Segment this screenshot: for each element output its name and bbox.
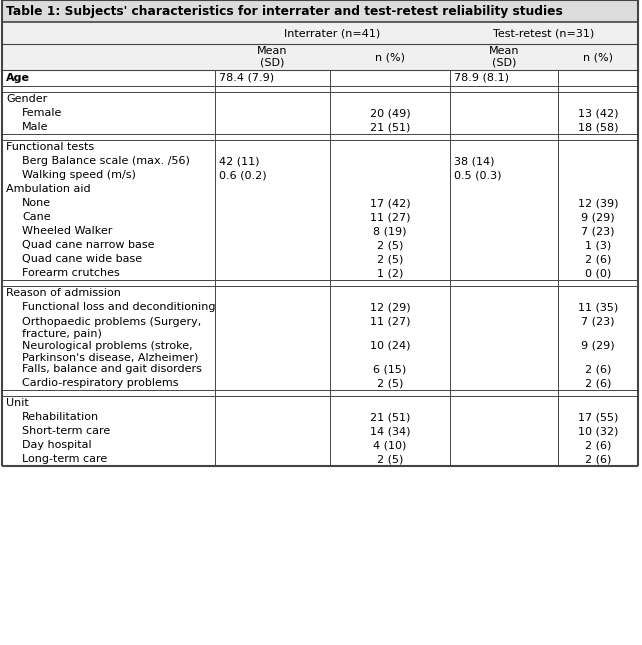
Text: 9 (29): 9 (29) [581, 212, 615, 222]
Text: 1 (2): 1 (2) [377, 268, 403, 278]
Text: Table 1: Subjects' characteristics for interrater and test-retest reliability st: Table 1: Subjects' characteristics for i… [6, 5, 563, 17]
Text: Functional tests: Functional tests [6, 142, 94, 152]
Text: Falls, balance and gait disorders: Falls, balance and gait disorders [22, 364, 202, 374]
Text: Male: Male [22, 122, 49, 132]
Text: 2 (6): 2 (6) [585, 454, 611, 464]
Text: 38 (14): 38 (14) [454, 156, 494, 166]
Text: 12 (39): 12 (39) [578, 198, 618, 208]
Text: 0 (0): 0 (0) [585, 268, 611, 278]
Text: 21 (51): 21 (51) [370, 412, 410, 422]
Text: Female: Female [22, 108, 62, 118]
Text: 2 (5): 2 (5) [377, 254, 403, 264]
Text: n (%): n (%) [583, 52, 613, 62]
Text: 17 (55): 17 (55) [578, 412, 618, 422]
Text: 2 (6): 2 (6) [585, 378, 611, 388]
Text: Gender: Gender [6, 94, 48, 104]
Bar [2, 22, 638, 44]
Text: 2 (6): 2 (6) [585, 440, 611, 450]
Text: Berg Balance scale (max. /56): Berg Balance scale (max. /56) [22, 156, 190, 166]
Text: Orthopaedic problems (Surgery,
fracture, pain): Orthopaedic problems (Surgery, fracture,… [22, 317, 201, 339]
Text: 10 (32): 10 (32) [578, 426, 618, 436]
Text: Reason of admission: Reason of admission [6, 288, 121, 298]
Text: 11 (27): 11 (27) [370, 212, 410, 222]
Text: Test-retest (n=31): Test-retest (n=31) [493, 28, 594, 38]
Text: 42 (11): 42 (11) [219, 156, 259, 166]
Text: 13 (42): 13 (42) [578, 108, 618, 118]
Text: Wheeled Walker: Wheeled Walker [22, 226, 112, 236]
Text: 0.6 (0.2): 0.6 (0.2) [219, 170, 266, 180]
Text: Quad cane narrow base: Quad cane narrow base [22, 240, 155, 250]
Text: 10 (24): 10 (24) [370, 341, 410, 351]
Text: 7 (23): 7 (23) [581, 317, 615, 327]
Text: None: None [22, 198, 51, 208]
Text: 9 (29): 9 (29) [581, 341, 615, 351]
Text: Forearm crutches: Forearm crutches [22, 268, 120, 278]
Bar [2, 0, 638, 22]
Text: 18 (58): 18 (58) [578, 122, 618, 132]
Text: Long-term care: Long-term care [22, 454, 107, 464]
Text: 11 (35): 11 (35) [578, 302, 618, 312]
Text: 11 (27): 11 (27) [370, 317, 410, 327]
Text: Age: Age [6, 73, 30, 83]
Text: Quad cane wide base: Quad cane wide base [22, 254, 142, 264]
Text: Cane: Cane [22, 212, 51, 222]
Text: Short-term care: Short-term care [22, 426, 110, 436]
Text: 21 (51): 21 (51) [370, 122, 410, 132]
Text: Rehabilitation: Rehabilitation [22, 412, 99, 422]
Text: 8 (19): 8 (19) [373, 226, 407, 236]
Text: 2 (5): 2 (5) [377, 378, 403, 388]
Text: Mean
(SD): Mean (SD) [257, 46, 288, 68]
Text: Day hospital: Day hospital [22, 440, 92, 450]
Text: Functional loss and deconditioning: Functional loss and deconditioning [22, 302, 216, 312]
Text: 6 (15): 6 (15) [374, 364, 406, 374]
Text: 2 (5): 2 (5) [377, 240, 403, 250]
Text: Unit: Unit [6, 398, 29, 408]
Text: 2 (5): 2 (5) [377, 454, 403, 464]
Text: 17 (42): 17 (42) [370, 198, 410, 208]
Text: Cardio-respiratory problems: Cardio-respiratory problems [22, 378, 178, 388]
Text: n (%): n (%) [375, 52, 405, 62]
Text: Walking speed (m/s): Walking speed (m/s) [22, 170, 136, 180]
Text: 2 (6): 2 (6) [585, 364, 611, 374]
Text: Ambulation aid: Ambulation aid [6, 184, 91, 194]
Text: 0.5 (0.3): 0.5 (0.3) [454, 170, 501, 180]
Text: 7 (23): 7 (23) [581, 226, 615, 236]
Text: Neurological problems (stroke,
Parkinson's disease, Alzheimer): Neurological problems (stroke, Parkinson… [22, 341, 198, 362]
Text: Interrater (n=41): Interrater (n=41) [284, 28, 381, 38]
Text: 12 (29): 12 (29) [370, 302, 410, 312]
Text: 1 (3): 1 (3) [585, 240, 611, 250]
Text: 20 (49): 20 (49) [370, 108, 410, 118]
Text: 4 (10): 4 (10) [373, 440, 406, 450]
Text: Mean
(SD): Mean (SD) [489, 46, 519, 68]
Text: 78.9 (8.1): 78.9 (8.1) [454, 73, 509, 83]
Text: 14 (34): 14 (34) [370, 426, 410, 436]
Bar [2, 44, 638, 70]
Text: 2 (6): 2 (6) [585, 254, 611, 264]
Text: 78.4 (7.9): 78.4 (7.9) [219, 73, 274, 83]
